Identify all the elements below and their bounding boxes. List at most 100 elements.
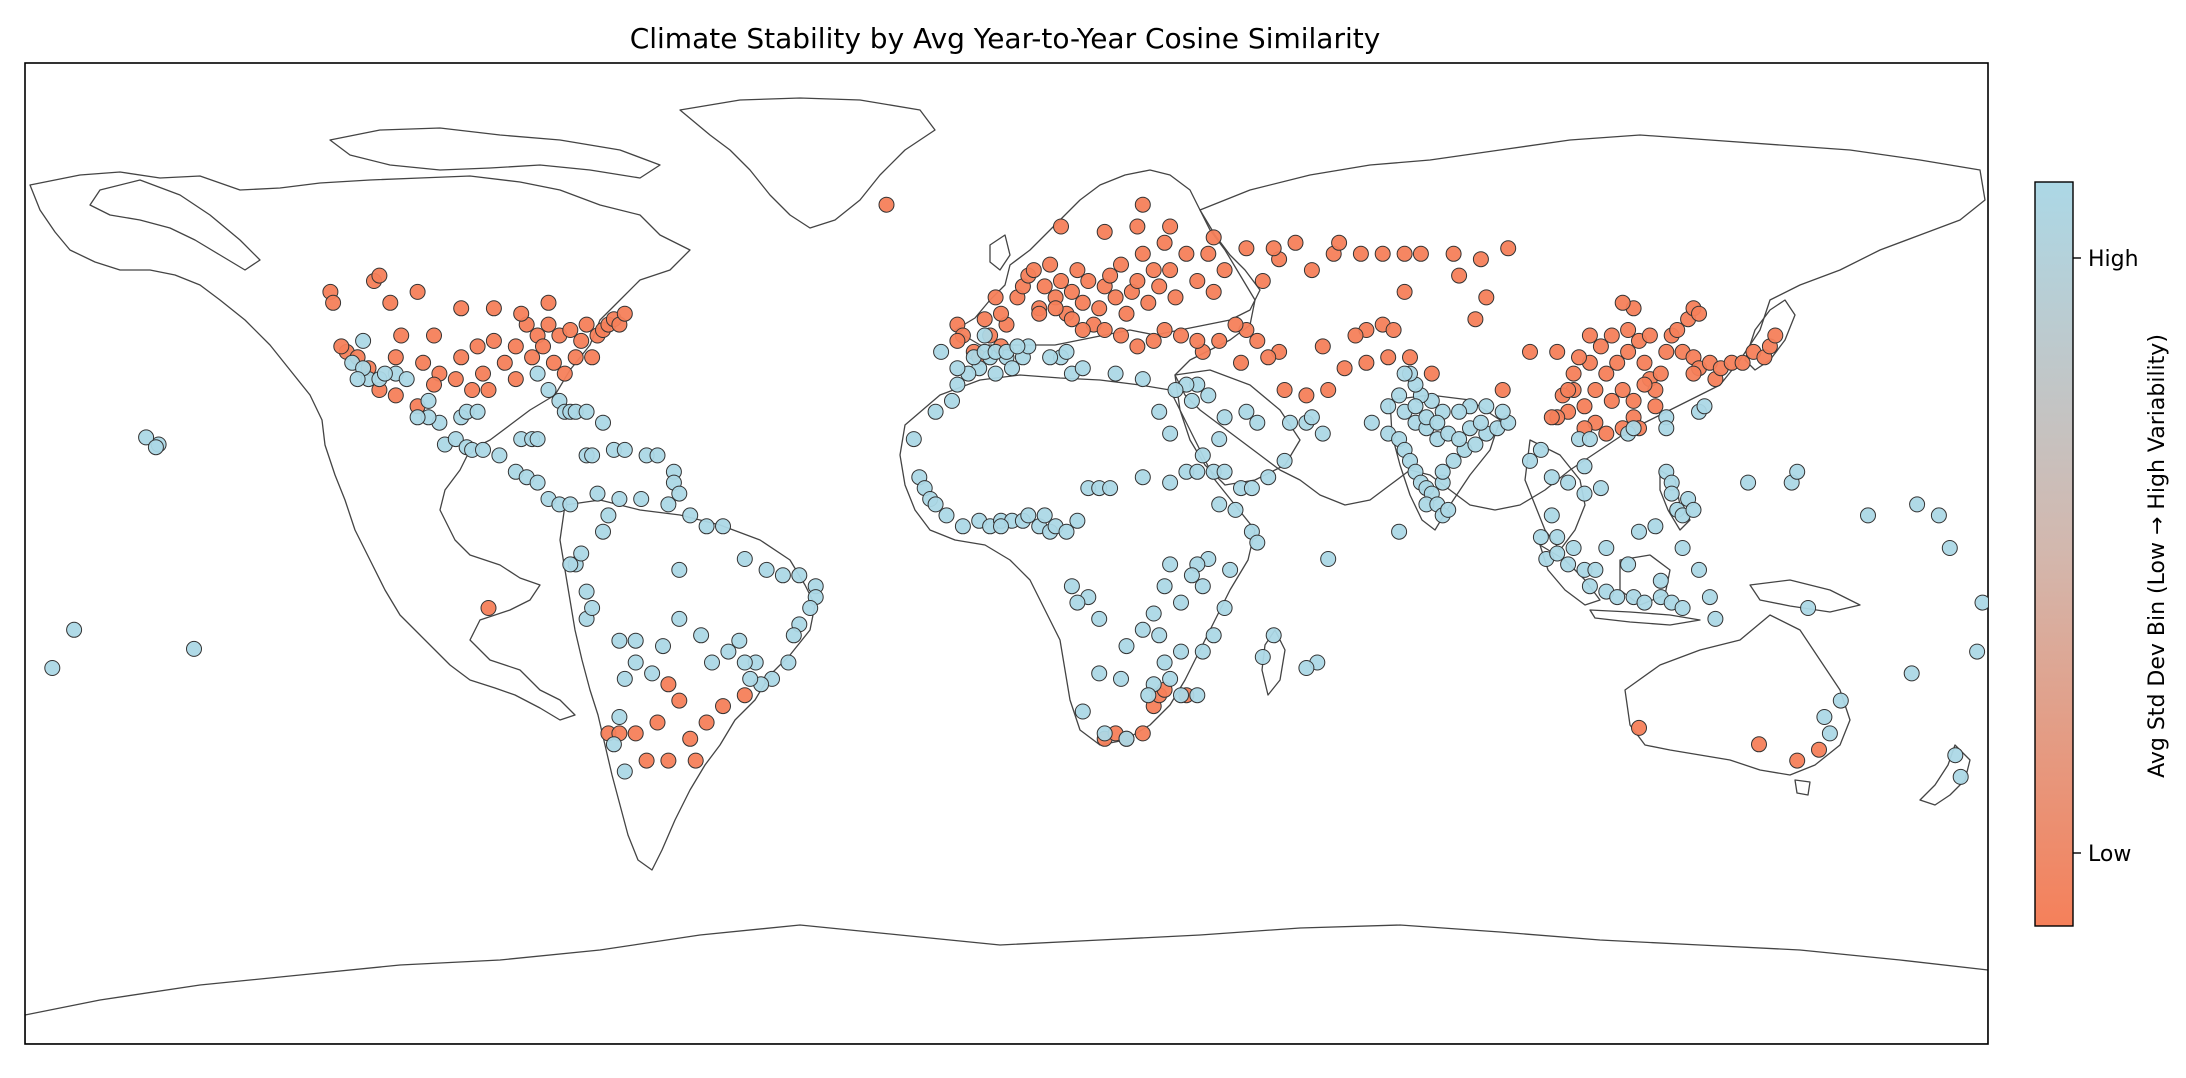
city-point bbox=[731, 632, 748, 649]
city-point bbox=[1118, 730, 1135, 747]
city-point bbox=[480, 382, 497, 398]
city-point bbox=[1282, 414, 1298, 431]
city-point bbox=[1096, 725, 1113, 742]
city-point bbox=[1620, 322, 1637, 338]
city-point bbox=[1494, 382, 1511, 398]
city-point bbox=[671, 561, 688, 578]
city-point bbox=[1641, 327, 1658, 344]
city-point bbox=[1478, 289, 1495, 306]
city-point bbox=[1183, 392, 1200, 409]
city-point bbox=[1320, 551, 1337, 567]
city-point bbox=[540, 382, 557, 398]
city-point bbox=[1249, 414, 1266, 431]
city-point bbox=[1603, 327, 1620, 344]
city-point bbox=[1581, 327, 1598, 344]
city-point bbox=[1156, 578, 1173, 595]
city-point bbox=[1151, 627, 1168, 644]
city-point bbox=[660, 676, 677, 693]
city-point bbox=[1194, 447, 1211, 464]
city-point bbox=[355, 332, 372, 349]
city-point bbox=[1434, 463, 1451, 480]
city-point bbox=[1625, 420, 1642, 437]
city-point bbox=[1751, 736, 1767, 753]
city-point bbox=[529, 474, 546, 491]
city-point bbox=[660, 752, 677, 769]
city-point bbox=[1069, 512, 1086, 529]
city-point bbox=[1636, 376, 1653, 393]
city-point bbox=[1636, 594, 1653, 611]
city-point bbox=[1347, 327, 1364, 344]
city-point bbox=[1658, 420, 1675, 437]
city-point bbox=[409, 409, 426, 426]
city-point bbox=[1396, 245, 1413, 262]
city-point bbox=[1069, 262, 1086, 279]
city-point bbox=[447, 371, 464, 388]
city-point bbox=[1576, 458, 1593, 475]
city-point bbox=[562, 322, 579, 338]
city-point bbox=[1134, 469, 1151, 486]
city-point bbox=[1429, 414, 1446, 431]
city-point bbox=[491, 447, 508, 464]
city-point bbox=[453, 349, 470, 366]
city-point bbox=[1423, 365, 1440, 382]
city-point bbox=[1134, 725, 1151, 742]
city-point bbox=[736, 654, 753, 671]
city-point bbox=[1587, 382, 1604, 398]
city-point bbox=[1560, 474, 1577, 491]
city-point bbox=[485, 300, 502, 317]
city-point bbox=[1118, 305, 1135, 322]
city-point bbox=[562, 496, 579, 513]
city-point bbox=[638, 752, 655, 769]
city-point bbox=[1200, 387, 1217, 404]
city-point bbox=[611, 632, 628, 649]
city-point bbox=[1625, 392, 1642, 409]
city-point bbox=[1036, 507, 1053, 524]
city-point bbox=[949, 360, 966, 377]
city-point bbox=[578, 583, 595, 600]
city-point bbox=[1396, 365, 1413, 382]
city-point bbox=[426, 327, 442, 344]
city-point bbox=[567, 349, 584, 366]
city-point bbox=[485, 332, 502, 349]
city-point bbox=[1543, 507, 1560, 524]
city-point bbox=[791, 567, 808, 584]
city-point bbox=[1134, 196, 1151, 213]
city-point bbox=[1129, 273, 1146, 289]
city-point bbox=[1211, 332, 1228, 349]
city-point bbox=[398, 371, 415, 388]
city-point bbox=[1096, 223, 1113, 240]
city-point bbox=[1478, 398, 1495, 415]
city-point bbox=[1396, 283, 1413, 300]
city-point bbox=[1162, 262, 1179, 279]
city-point bbox=[785, 627, 802, 644]
city-point bbox=[1020, 507, 1037, 524]
city-point bbox=[682, 730, 699, 747]
city-point bbox=[1576, 485, 1593, 502]
city-point bbox=[1603, 392, 1620, 409]
city-point bbox=[1467, 311, 1484, 328]
greenland-outline bbox=[679, 97, 936, 229]
city-point bbox=[1789, 463, 1806, 480]
city-point bbox=[1565, 540, 1582, 556]
city-point bbox=[905, 431, 922, 448]
city-point bbox=[1560, 556, 1577, 573]
city-point bbox=[682, 507, 699, 524]
city-point bbox=[1189, 273, 1206, 289]
city-point bbox=[1652, 572, 1669, 589]
city-point bbox=[1685, 365, 1702, 382]
city-point bbox=[1522, 343, 1538, 360]
city-point bbox=[1091, 665, 1108, 682]
madagascar-outline bbox=[1261, 629, 1286, 696]
city-point bbox=[1451, 431, 1468, 448]
city-point bbox=[415, 354, 432, 371]
java-outline bbox=[1589, 609, 1701, 626]
city-point bbox=[1543, 469, 1560, 486]
city-point bbox=[1113, 327, 1129, 344]
city-point bbox=[1696, 398, 1713, 415]
city-point bbox=[649, 714, 666, 731]
city-point bbox=[616, 670, 633, 687]
europe-outline bbox=[954, 169, 1261, 346]
city-point bbox=[1053, 273, 1069, 289]
city-point bbox=[1472, 414, 1489, 431]
city-point bbox=[1276, 382, 1293, 398]
